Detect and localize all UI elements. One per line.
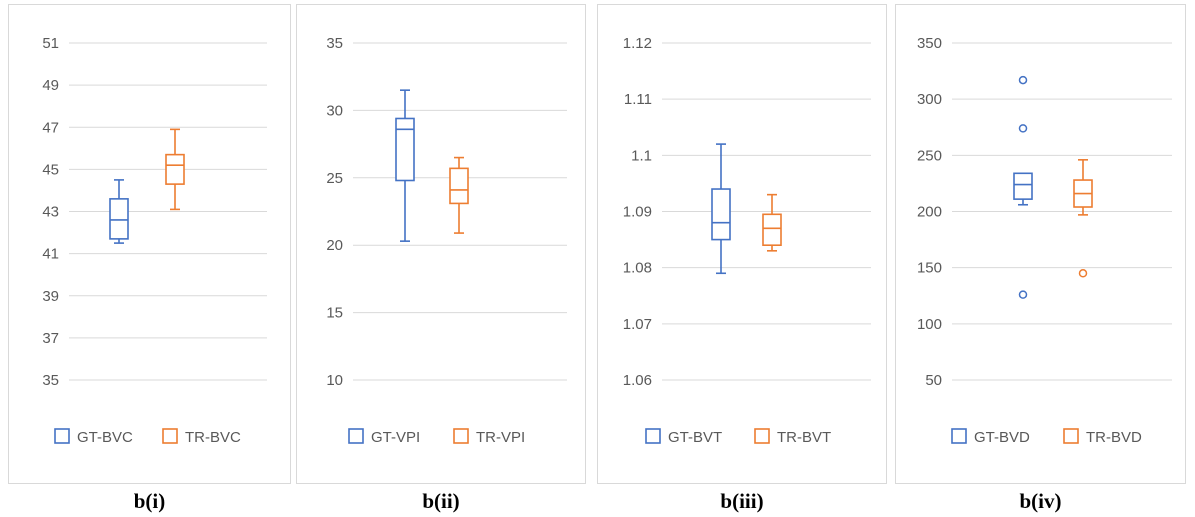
y-tick-label: 1.06 xyxy=(623,372,652,389)
figure-caption: b(iv) xyxy=(1019,489,1062,513)
figure-caption: b(iii) xyxy=(720,489,764,513)
y-tick-label: 49 xyxy=(42,77,59,94)
box-plot-tr-bvc xyxy=(165,128,185,211)
y-tick-label: 1.09 xyxy=(623,204,652,221)
y-tick-label: 45 xyxy=(42,161,59,178)
outlier-point xyxy=(1018,75,1028,85)
y-tick-label: 10 xyxy=(326,372,343,389)
legend-swatch xyxy=(162,428,178,444)
interquartile-box xyxy=(762,213,782,247)
y-tick-label: 15 xyxy=(326,305,343,322)
interquartile-box xyxy=(395,117,415,182)
outlier-point xyxy=(1018,124,1028,133)
interquartile-box xyxy=(711,188,731,241)
interquartile-box xyxy=(165,153,185,185)
interquartile-box xyxy=(1013,172,1033,200)
y-tick-label: 43 xyxy=(42,204,59,221)
outlier-point xyxy=(1078,269,1088,278)
legend-swatch xyxy=(754,428,770,444)
box-plot-gt-bvd xyxy=(1013,75,1033,299)
y-tick-label: 1.07 xyxy=(623,316,652,333)
legend-swatch xyxy=(54,428,70,444)
y-tick-label: 47 xyxy=(42,119,59,136)
chart-panel-1: 35 37 39 41 43 45 47 49 51 GT-BVC TR-BVC xyxy=(8,4,291,484)
y-tick-label: 20 xyxy=(326,237,343,254)
chart-panel-2: 10 15 20 25 30 35 GT-VPI TR-VPI xyxy=(296,4,586,484)
y-tick-label: 1.12 xyxy=(623,35,652,52)
y-tick-label: 25 xyxy=(326,170,343,187)
legend-swatch xyxy=(1063,428,1079,444)
interquartile-box xyxy=(109,198,129,240)
legend-swatch xyxy=(348,428,364,444)
box-plot-chart: 1.06 1.07 1.08 1.09 1.1 1.11 1.12 GT-BVT TR-BVT xyxy=(623,35,871,446)
figure-caption: b(i) xyxy=(133,489,166,513)
chart-panel-3: 1.06 1.07 1.08 1.09 1.1 1.11 1.12 GT-BVT TR-BVT xyxy=(597,4,887,484)
y-tick-label: 300 xyxy=(917,91,942,108)
y-tick-label: 37 xyxy=(42,330,59,347)
box-plot-gt-bvt xyxy=(711,143,731,275)
legend-label: GT-BVC xyxy=(77,429,133,446)
legend-swatch xyxy=(951,428,967,444)
interquartile-box xyxy=(449,167,469,205)
y-tick-label: 35 xyxy=(326,35,343,52)
legend-swatch xyxy=(453,428,469,444)
box-plot-tr-bvt xyxy=(762,193,782,252)
y-tick-label: 150 xyxy=(917,260,942,277)
outlier-point xyxy=(1018,290,1028,299)
figure-caption: b(ii) xyxy=(422,489,460,513)
legend-swatch xyxy=(645,428,661,444)
box-plot-tr-bvd xyxy=(1073,159,1093,278)
y-tick-label: 1.1 xyxy=(631,147,652,164)
y-tick-label: 41 xyxy=(42,246,59,263)
y-tick-label: 35 xyxy=(42,372,59,389)
y-tick-label: 1.11 xyxy=(624,91,652,108)
box-plot-tr-vpi xyxy=(449,156,469,234)
legend-label: TR-VPI xyxy=(476,429,525,446)
y-tick-label: 30 xyxy=(326,102,343,119)
legend-label: TR-BVT xyxy=(777,429,831,446)
legend-label: GT-BVD xyxy=(974,429,1030,446)
box-plot-gt-vpi xyxy=(395,89,415,242)
y-tick-label: 200 xyxy=(917,204,942,221)
y-tick-label: 51 xyxy=(42,35,59,52)
box-plot-chart: 35 37 39 41 43 45 47 49 51 GT-BVC TR-BVC xyxy=(42,35,267,446)
legend-label: TR-BVC xyxy=(185,429,241,446)
legend-label: GT-BVT xyxy=(668,429,722,446)
chart-panel-4: 50 100 150 200 250 300 350 GT-BVD TR-BVD xyxy=(895,4,1186,484)
box-plot-gt-bvc xyxy=(109,179,129,244)
y-tick-label: 100 xyxy=(917,316,942,333)
y-tick-label: 350 xyxy=(917,35,942,52)
box-plot-chart: 50 100 150 200 250 300 350 GT-BVD TR-BVD xyxy=(917,35,1172,446)
y-tick-label: 1.08 xyxy=(623,260,652,277)
box-plot-chart: 10 15 20 25 30 35 GT-VPI TR-VPI xyxy=(326,35,567,446)
y-tick-label: 50 xyxy=(925,372,942,389)
legend-label: GT-VPI xyxy=(371,429,420,446)
legend-label: TR-BVD xyxy=(1086,429,1142,446)
y-tick-label: 250 xyxy=(917,147,942,164)
y-tick-label: 39 xyxy=(42,288,59,305)
